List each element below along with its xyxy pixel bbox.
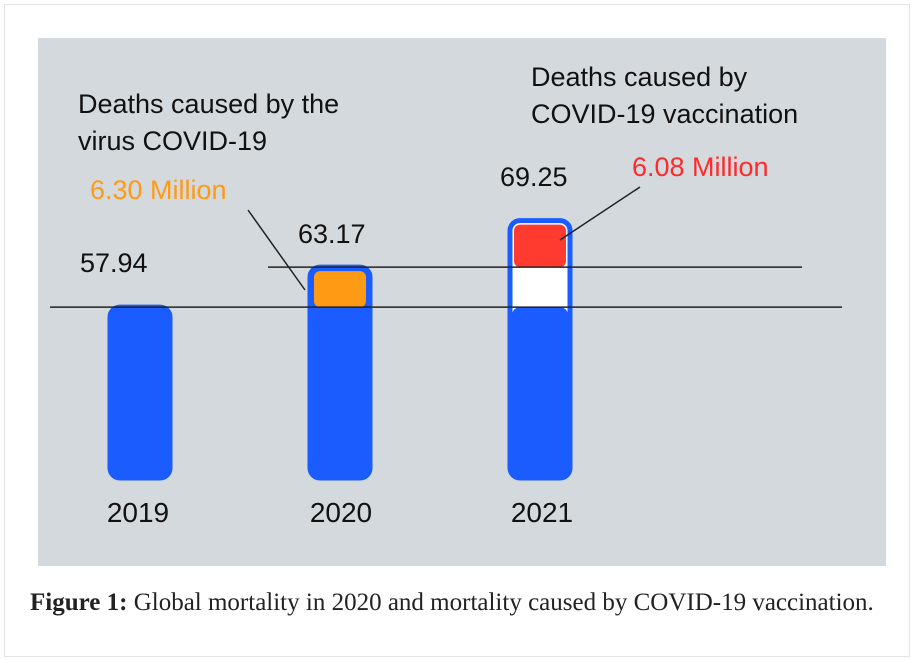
bar-base-2021 [512,307,568,476]
vaccine-annotation-line1: Deaths caused by [531,62,748,92]
segment-label-2020: 6.30 Million [90,175,227,205]
caption-label: Figure 1: [30,589,128,616]
chart-panel [38,38,886,566]
virus-annotation-line2: virus COVID-19 [78,126,267,156]
figure-caption: Figure 1: Global mortality in 2020 and m… [30,586,900,620]
value-label-2019: 57.94 [80,248,148,278]
virus-annotation-line1: Deaths caused by the [78,89,339,119]
x-tick-2021: 2021 [511,497,573,528]
segment-2021 [514,224,566,268]
x-tick-2019: 2019 [107,497,169,528]
value-label-2021: 69.25 [500,162,568,192]
value-label-2020: 63.17 [298,219,366,249]
caption-text: Global mortality in 2020 and mortality c… [127,589,874,616]
vaccine-annotation-line2: COVID-19 vaccination [531,99,798,129]
leader-line-2021 [559,186,641,241]
leader-line-2020 [247,209,306,291]
bar-base-2020 [312,307,368,476]
x-tick-2020: 2020 [310,497,372,528]
segment-2020 [314,271,366,308]
segment-label-2021: 6.08 Million [632,152,769,182]
figure-frame [4,4,910,657]
bar-base-2019 [112,307,168,476]
